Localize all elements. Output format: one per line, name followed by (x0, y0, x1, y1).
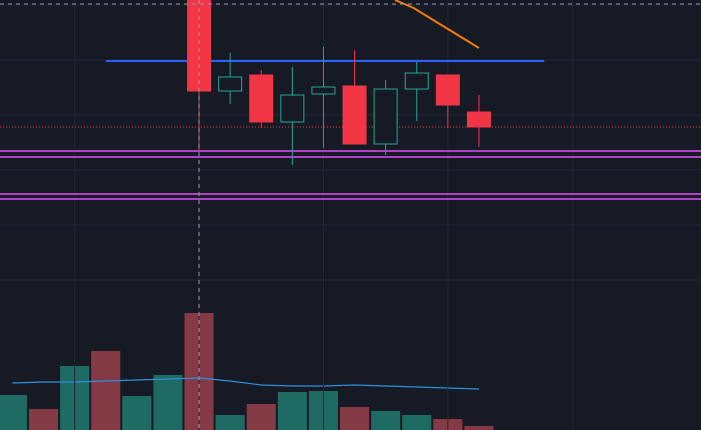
volume-bar (215, 415, 245, 430)
volume-bar (91, 351, 121, 430)
candle-body (373, 88, 398, 145)
candle-body (280, 94, 305, 123)
candle-body (311, 86, 336, 95)
candle-body (435, 74, 460, 106)
trend-line (394, 0, 480, 49)
candle-body (342, 85, 367, 145)
volume-bar (464, 426, 494, 430)
candle-body (404, 72, 429, 90)
volume-average-line (12, 377, 479, 390)
volume-bar (339, 407, 370, 430)
candle-body (466, 111, 491, 128)
candle-body (218, 76, 243, 92)
volume-bar (246, 404, 276, 430)
volume-bar (371, 411, 401, 430)
volume-bar (0, 395, 27, 430)
volume-bar (122, 396, 152, 430)
candle-body (249, 74, 274, 123)
volume-bar (402, 415, 432, 430)
volume-bar (153, 375, 183, 430)
volume-bar (28, 409, 59, 430)
volume-bar (277, 392, 307, 430)
candle-body (187, 0, 212, 92)
